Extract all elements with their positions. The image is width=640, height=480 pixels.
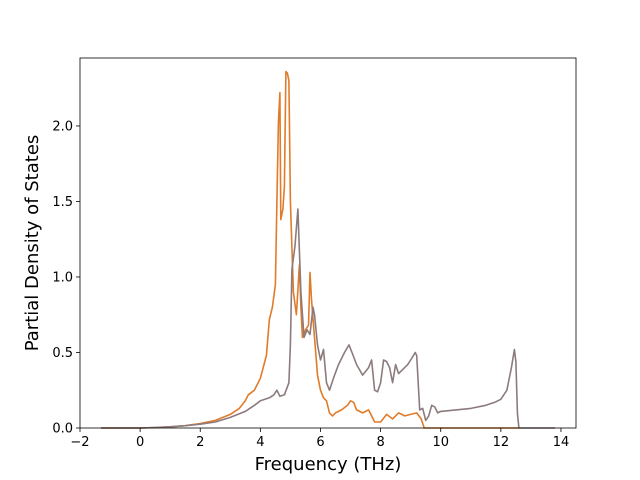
x-tick-label: 2 bbox=[196, 435, 204, 450]
x-tick-label: 4 bbox=[256, 435, 264, 450]
x-tick-label: −2 bbox=[70, 435, 89, 450]
x-tick-label: 14 bbox=[553, 435, 570, 450]
y-tick-label: 0.0 bbox=[52, 422, 73, 437]
x-tick-label: 8 bbox=[376, 435, 384, 450]
y-tick-label: 1.0 bbox=[52, 270, 73, 285]
x-axis-label: Frequency (THz) bbox=[255, 454, 402, 475]
y-tick-label: 0.5 bbox=[52, 346, 73, 361]
x-tick-label: 10 bbox=[432, 435, 449, 450]
plot-area bbox=[80, 58, 576, 428]
y-axis: 0.0 0.5 1.0 1.5 2.0 bbox=[52, 119, 80, 437]
x-tick-label: 6 bbox=[316, 435, 324, 450]
y-tick-label: 2.0 bbox=[52, 119, 73, 134]
y-tick-label: 1.5 bbox=[52, 195, 73, 210]
series-line-2 bbox=[101, 208, 555, 429]
series-layer bbox=[101, 70, 555, 429]
x-tick-label: 12 bbox=[493, 435, 510, 450]
y-axis-label: Partial Density of States bbox=[22, 135, 43, 352]
axes-frame bbox=[79, 57, 577, 429]
x-axis: −2 0 2 4 6 8 10 12 14 bbox=[70, 428, 569, 450]
series-line-1 bbox=[101, 70, 519, 429]
x-tick-label: 0 bbox=[136, 435, 144, 450]
